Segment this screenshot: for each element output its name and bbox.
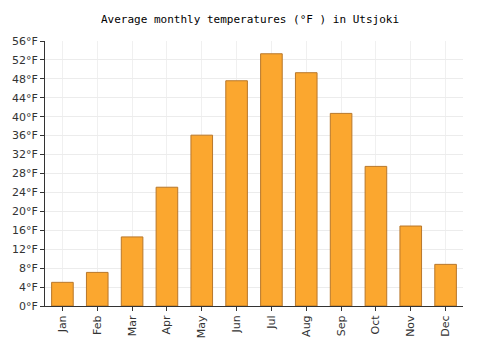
svg-text:56°F: 56°F bbox=[12, 35, 38, 48]
svg-text:Apr: Apr bbox=[160, 315, 173, 335]
svg-text:40°F: 40°F bbox=[12, 111, 38, 124]
svg-text:Jul: Jul bbox=[265, 315, 278, 329]
svg-text:32°F: 32°F bbox=[12, 148, 38, 161]
svg-text:Mar: Mar bbox=[126, 315, 139, 336]
svg-text:Jan: Jan bbox=[56, 315, 69, 333]
svg-text:44°F: 44°F bbox=[12, 92, 38, 105]
svg-text:24°F: 24°F bbox=[12, 186, 38, 199]
svg-text:12°F: 12°F bbox=[12, 243, 38, 256]
svg-text:May: May bbox=[195, 315, 208, 338]
svg-text:20°F: 20°F bbox=[12, 205, 38, 218]
svg-text:Sep: Sep bbox=[335, 315, 348, 336]
svg-text:4°F: 4°F bbox=[19, 281, 38, 294]
svg-text:36°F: 36°F bbox=[12, 129, 38, 142]
svg-text:Jun: Jun bbox=[230, 315, 243, 333]
svg-text:28°F: 28°F bbox=[12, 167, 38, 180]
svg-text:Nov: Nov bbox=[404, 315, 417, 337]
svg-text:Aug: Aug bbox=[300, 315, 313, 336]
svg-text:16°F: 16°F bbox=[12, 224, 38, 237]
svg-text:48°F: 48°F bbox=[12, 73, 38, 86]
svg-text:Dec: Dec bbox=[439, 315, 452, 336]
svg-text:8°F: 8°F bbox=[19, 262, 38, 275]
svg-text:0°F: 0°F bbox=[19, 300, 38, 313]
svg-text:Average monthly temperatures (: Average monthly temperatures (°F ) in Ut… bbox=[101, 13, 399, 26]
svg-text:Feb: Feb bbox=[91, 315, 104, 334]
svg-text:52°F: 52°F bbox=[12, 54, 38, 67]
svg-text:Oct: Oct bbox=[369, 315, 382, 335]
